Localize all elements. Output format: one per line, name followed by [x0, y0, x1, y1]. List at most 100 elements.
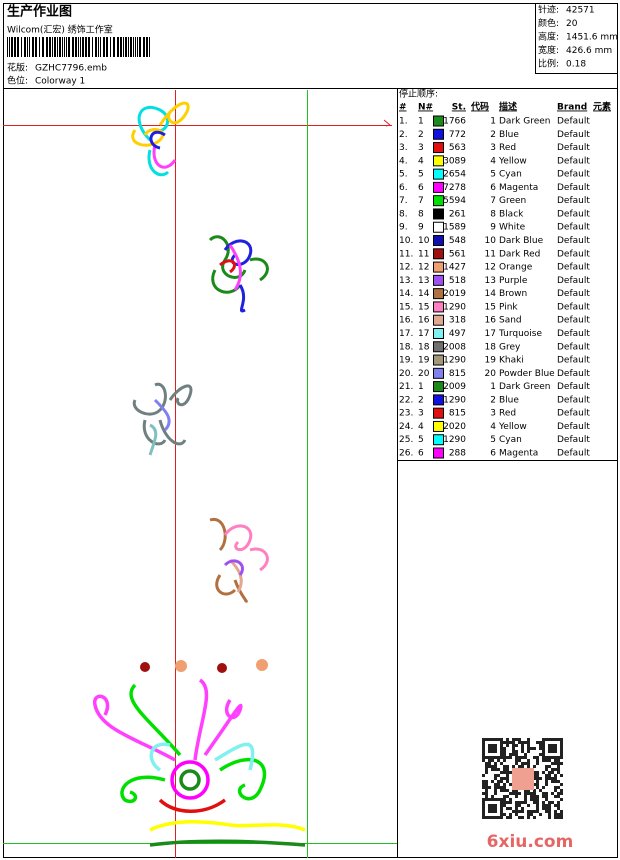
barcode-bar: [62, 37, 63, 57]
qr-cell: [554, 786, 557, 789]
qr-cell: [509, 798, 512, 801]
row-stitches: 2008: [443, 342, 466, 352]
qr-cell: [497, 816, 500, 819]
qr-cell: [524, 741, 527, 744]
row-stitches: 815: [449, 409, 466, 419]
qr-logo: [512, 768, 534, 790]
qr-cell: [509, 816, 512, 819]
row-code: 6: [490, 449, 496, 459]
qr-cell: [494, 807, 497, 810]
qr-cell: [551, 780, 554, 783]
qr-cell: [512, 744, 515, 747]
qr-cell: [521, 810, 524, 813]
qr-cell: [518, 792, 521, 795]
qr-cell: [515, 753, 518, 756]
qr-cell: [500, 777, 503, 780]
qr-cell: [554, 738, 557, 741]
qr-cell: [494, 798, 497, 801]
row-name: Brown: [499, 289, 527, 299]
qr-cell: [488, 816, 491, 819]
qr-cell: [518, 816, 521, 819]
qr-cell: [506, 816, 509, 819]
qr-cell: [482, 804, 485, 807]
qr-cell: [545, 807, 548, 810]
qr-cell: [560, 747, 563, 750]
qr-cell: [536, 771, 539, 774]
row-stitches: 261: [449, 209, 466, 219]
row-brand: Default: [557, 223, 590, 233]
watermark: 6xiu.com: [487, 832, 574, 852]
barcode-bar: [72, 37, 74, 57]
qr-cell: [518, 810, 521, 813]
qr-cell: [533, 777, 536, 780]
row-no: 16.: [399, 316, 413, 326]
row-stitches: 561: [449, 249, 466, 259]
row-name: Dark Green: [499, 117, 550, 127]
row-code: 3: [490, 143, 496, 153]
qr-cell: [539, 747, 542, 750]
barcode-bar: [82, 37, 84, 57]
qr-cell: [560, 813, 563, 816]
row-stitches: 548: [449, 236, 466, 246]
barcode-bar: [117, 37, 119, 57]
qr-cell: [506, 771, 509, 774]
barcode-bar: [75, 37, 77, 57]
info-value: 426.6 mm: [566, 46, 612, 56]
qr-cell: [530, 810, 533, 813]
row-no: 3.: [399, 143, 408, 153]
qr-cell: [548, 807, 551, 810]
qr-cell: [494, 789, 497, 792]
barcode-bar: [42, 37, 44, 57]
qr-cell: [515, 750, 518, 753]
qr-cell: [554, 768, 557, 771]
barcode-bar: [88, 37, 90, 57]
row-brand: Default: [557, 302, 590, 312]
row-no: 9.: [399, 223, 408, 233]
title: 生产作业图: [7, 4, 72, 20]
row-no: 26.: [399, 449, 413, 459]
qr-cell: [497, 768, 500, 771]
qr-cell: [527, 759, 530, 762]
barcode-bar: [35, 37, 37, 57]
qr-cell: [560, 741, 563, 744]
qr-cell: [533, 816, 536, 819]
row-stitches: 2019: [443, 289, 466, 299]
qr-cell: [548, 750, 551, 753]
qr-cell: [497, 783, 500, 786]
qr-cell: [545, 783, 548, 786]
qr-cell: [536, 798, 539, 801]
qr-cell: [509, 801, 512, 804]
barcode-bar: [149, 37, 150, 57]
row-brand: Default: [557, 435, 590, 445]
row-brand: Default: [557, 130, 590, 140]
qr-cell: [557, 756, 560, 759]
qr-cell: [557, 816, 560, 819]
qr-cell: [488, 762, 491, 765]
row-brand: Default: [557, 289, 590, 299]
qr-cell: [557, 771, 560, 774]
row-code: 2: [490, 395, 496, 405]
row-name: Grey: [499, 342, 521, 352]
barcode-bar: [39, 37, 40, 57]
qr-cell: [482, 783, 485, 786]
qr-cell: [488, 747, 491, 750]
row-needle: 14: [418, 289, 430, 299]
qr-cell: [515, 804, 518, 807]
qr-cell: [521, 744, 524, 747]
row-stitches: 7278: [443, 183, 466, 193]
row-stitches: 2009: [443, 382, 466, 392]
qr-cell: [554, 762, 557, 765]
row-code: 11: [485, 249, 496, 259]
barcode-bar: [100, 37, 101, 57]
qr-cell: [515, 810, 518, 813]
qr-cell: [542, 771, 545, 774]
color-swatch: [433, 381, 444, 393]
qr-cell: [521, 807, 524, 810]
qr-cell: [503, 747, 506, 750]
qr-cell: [557, 759, 560, 762]
row-code: 1: [490, 382, 496, 392]
row-needle: 12: [418, 263, 429, 273]
qr-cell: [533, 747, 536, 750]
info-value: 20: [566, 19, 578, 29]
qr-cell: [491, 747, 494, 750]
